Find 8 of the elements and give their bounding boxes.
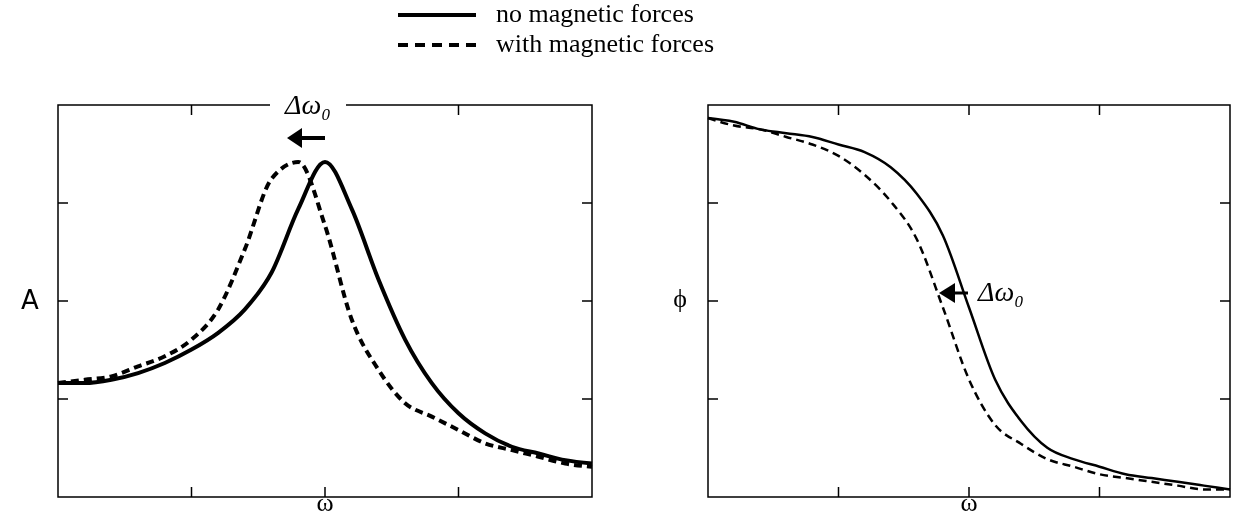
annotation: Δω₀ <box>977 276 1024 307</box>
x-axis-title: ω <box>316 488 334 517</box>
y-axis-title: ϕ <box>673 283 687 313</box>
x-axis-title: ω <box>960 488 978 517</box>
text: Δω₀ <box>284 89 331 120</box>
legend-label: with magnetic forces <box>496 29 715 58</box>
y-axis-title: A <box>21 284 40 315</box>
legend-label: no magnetic forces <box>496 0 694 28</box>
